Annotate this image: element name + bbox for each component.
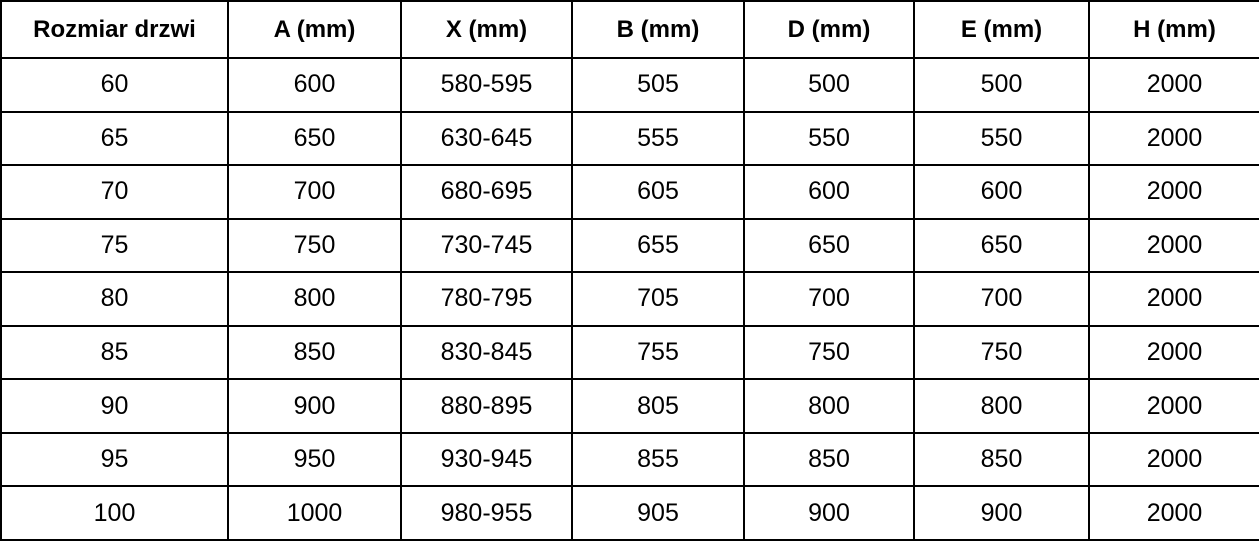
cell-e-mm: 900 [913, 485, 1090, 541]
cell-b-mm: 905 [571, 485, 745, 541]
cell-b-mm: 655 [571, 217, 745, 274]
cell-e-mm: 850 [913, 431, 1090, 488]
cell-door-size: 80 [0, 271, 229, 327]
table-row: 60 600 580-595 505 500 500 2000 [0, 57, 1259, 113]
cell-h-mm: 2000 [1088, 57, 1259, 113]
cell-h-mm: 2000 [1088, 431, 1259, 488]
cell-a-mm: 750 [227, 217, 402, 274]
cell-h-mm: 2000 [1088, 324, 1259, 381]
cell-d-mm: 550 [743, 110, 915, 167]
cell-e-mm: 800 [913, 378, 1090, 434]
table-row: 95 950 930-945 855 850 850 2000 [0, 431, 1259, 488]
cell-a-mm: 850 [227, 324, 402, 381]
header-b-mm: B (mm) [571, 0, 745, 59]
cell-a-mm: 600 [227, 57, 402, 113]
cell-b-mm: 505 [571, 57, 745, 113]
table-row: 85 850 830-845 755 750 750 2000 [0, 324, 1259, 381]
cell-door-size: 90 [0, 378, 229, 434]
cell-door-size: 60 [0, 57, 229, 113]
cell-x-mm: 580-595 [400, 57, 573, 113]
cell-e-mm: 550 [913, 110, 1090, 167]
cell-h-mm: 2000 [1088, 217, 1259, 274]
cell-door-size: 85 [0, 324, 229, 381]
cell-door-size: 70 [0, 164, 229, 220]
cell-e-mm: 650 [913, 217, 1090, 274]
table-row: 70 700 680-695 605 600 600 2000 [0, 164, 1259, 220]
cell-e-mm: 700 [913, 271, 1090, 327]
cell-d-mm: 850 [743, 431, 915, 488]
table-row: 75 750 730-745 655 650 650 2000 [0, 217, 1259, 274]
cell-b-mm: 855 [571, 431, 745, 488]
cell-door-size: 75 [0, 217, 229, 274]
cell-h-mm: 2000 [1088, 378, 1259, 434]
header-a-mm: A (mm) [227, 0, 402, 59]
cell-h-mm: 2000 [1088, 110, 1259, 167]
cell-h-mm: 2000 [1088, 164, 1259, 220]
cell-d-mm: 800 [743, 378, 915, 434]
cell-a-mm: 650 [227, 110, 402, 167]
cell-d-mm: 900 [743, 485, 915, 541]
cell-x-mm: 930-945 [400, 431, 573, 488]
cell-x-mm: 830-845 [400, 324, 573, 381]
cell-e-mm: 500 [913, 57, 1090, 113]
cell-d-mm: 500 [743, 57, 915, 113]
table-row: 100 1000 980-955 905 900 900 2000 [0, 485, 1259, 541]
table-row: 80 800 780-795 705 700 700 2000 [0, 271, 1259, 327]
cell-e-mm: 750 [913, 324, 1090, 381]
header-row: Rozmiar drzwi A (mm) X (mm) B (mm) D (mm… [0, 0, 1259, 59]
cell-x-mm: 880-895 [400, 378, 573, 434]
table-row: 65 650 630-645 555 550 550 2000 [0, 110, 1259, 167]
cell-b-mm: 805 [571, 378, 745, 434]
cell-x-mm: 680-695 [400, 164, 573, 220]
cell-x-mm: 730-745 [400, 217, 573, 274]
cell-door-size: 95 [0, 431, 229, 488]
cell-a-mm: 950 [227, 431, 402, 488]
cell-d-mm: 600 [743, 164, 915, 220]
table-body: 60 600 580-595 505 500 500 2000 65 650 6… [0, 57, 1259, 541]
cell-d-mm: 750 [743, 324, 915, 381]
header-x-mm: X (mm) [400, 0, 573, 59]
cell-a-mm: 700 [227, 164, 402, 220]
table-header: Rozmiar drzwi A (mm) X (mm) B (mm) D (mm… [0, 0, 1259, 59]
header-door-size: Rozmiar drzwi [0, 0, 229, 59]
cell-b-mm: 555 [571, 110, 745, 167]
header-d-mm: D (mm) [743, 0, 915, 59]
cell-door-size: 100 [0, 485, 229, 541]
header-e-mm: E (mm) [913, 0, 1090, 59]
cell-x-mm: 630-645 [400, 110, 573, 167]
header-h-mm: H (mm) [1088, 0, 1259, 59]
cell-b-mm: 605 [571, 164, 745, 220]
cell-a-mm: 800 [227, 271, 402, 327]
cell-h-mm: 2000 [1088, 485, 1259, 541]
cell-h-mm: 2000 [1088, 271, 1259, 327]
cell-x-mm: 980-955 [400, 485, 573, 541]
cell-d-mm: 700 [743, 271, 915, 327]
cell-x-mm: 780-795 [400, 271, 573, 327]
cell-door-size: 65 [0, 110, 229, 167]
cell-e-mm: 600 [913, 164, 1090, 220]
cell-b-mm: 755 [571, 324, 745, 381]
cell-b-mm: 705 [571, 271, 745, 327]
cell-a-mm: 1000 [227, 485, 402, 541]
cell-a-mm: 900 [227, 378, 402, 434]
table-row: 90 900 880-895 805 800 800 2000 [0, 378, 1259, 434]
cell-d-mm: 650 [743, 217, 915, 274]
